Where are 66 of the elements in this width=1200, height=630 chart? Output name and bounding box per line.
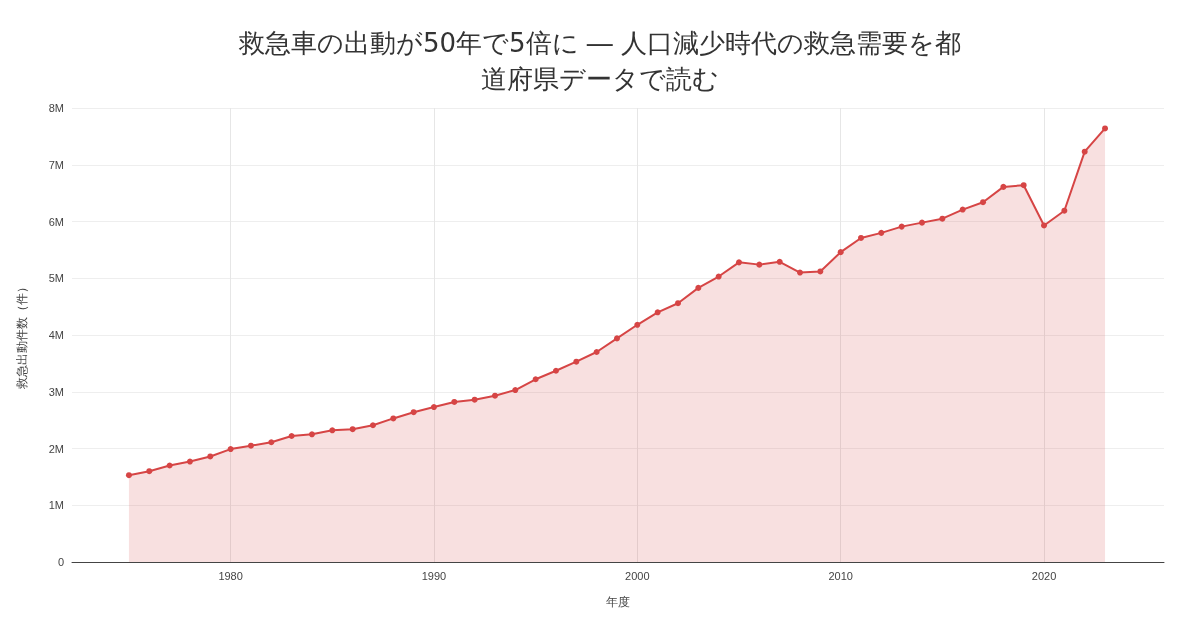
x-tick-label: 2020	[1031, 569, 1057, 582]
point	[390, 415, 397, 422]
point	[980, 199, 987, 206]
point	[268, 439, 275, 446]
y-tick-label: 2M	[48, 442, 64, 455]
point	[471, 396, 478, 403]
point	[247, 442, 254, 449]
point	[146, 468, 153, 475]
y-tick-label: 6M	[48, 215, 64, 228]
point	[491, 392, 498, 399]
point	[410, 409, 417, 416]
point	[654, 309, 661, 316]
point	[776, 258, 783, 265]
x-tick-label: 2000	[625, 569, 650, 582]
point	[1061, 207, 1068, 214]
point	[1020, 182, 1027, 189]
point	[349, 426, 356, 433]
point	[186, 458, 193, 465]
point	[329, 427, 336, 434]
point	[369, 422, 376, 429]
y-tick-label: 3M	[48, 385, 64, 398]
point	[532, 376, 539, 383]
point	[695, 284, 702, 291]
point	[288, 433, 295, 440]
point	[1102, 125, 1109, 132]
point	[817, 268, 824, 275]
x-tick-label: 2010	[828, 569, 853, 582]
x-tick-label: 1990	[421, 569, 447, 582]
point	[593, 349, 600, 356]
point	[797, 269, 803, 276]
point	[858, 234, 865, 241]
y-tick-label: 0	[57, 556, 64, 568]
point	[166, 462, 173, 469]
point	[430, 404, 437, 411]
point	[715, 273, 722, 280]
y-tick-label: 4M	[48, 329, 64, 341]
point	[207, 453, 214, 460]
point	[674, 300, 681, 307]
point	[308, 431, 315, 438]
chart-title: 救急車の出動が50年で5倍に ― 人口減少時代の救急需要を都道府県データで読む	[237, 28, 962, 94]
point	[552, 367, 559, 374]
point	[736, 259, 742, 266]
point	[1000, 183, 1007, 190]
point	[125, 472, 132, 479]
point	[756, 261, 763, 268]
y-tick-label: 5M	[48, 272, 64, 285]
point	[634, 321, 641, 328]
point	[919, 219, 926, 226]
point	[939, 215, 946, 222]
point	[1081, 148, 1088, 155]
point	[227, 446, 234, 453]
point	[878, 229, 885, 236]
point	[613, 335, 620, 342]
point	[837, 249, 844, 256]
point	[451, 398, 458, 405]
y-tick-label: 1M	[48, 499, 64, 512]
point	[1041, 222, 1048, 229]
y-axis-title: 救急出動件数（件）	[15, 281, 29, 390]
point	[898, 223, 905, 230]
x-axis-title: 年度	[606, 595, 630, 609]
x-tick-label: 1980	[218, 569, 243, 582]
point	[512, 387, 519, 394]
point	[573, 358, 580, 365]
y-tick-label: 8M	[48, 102, 64, 114]
point	[959, 206, 966, 213]
y-tick-label: 7M	[48, 158, 64, 171]
